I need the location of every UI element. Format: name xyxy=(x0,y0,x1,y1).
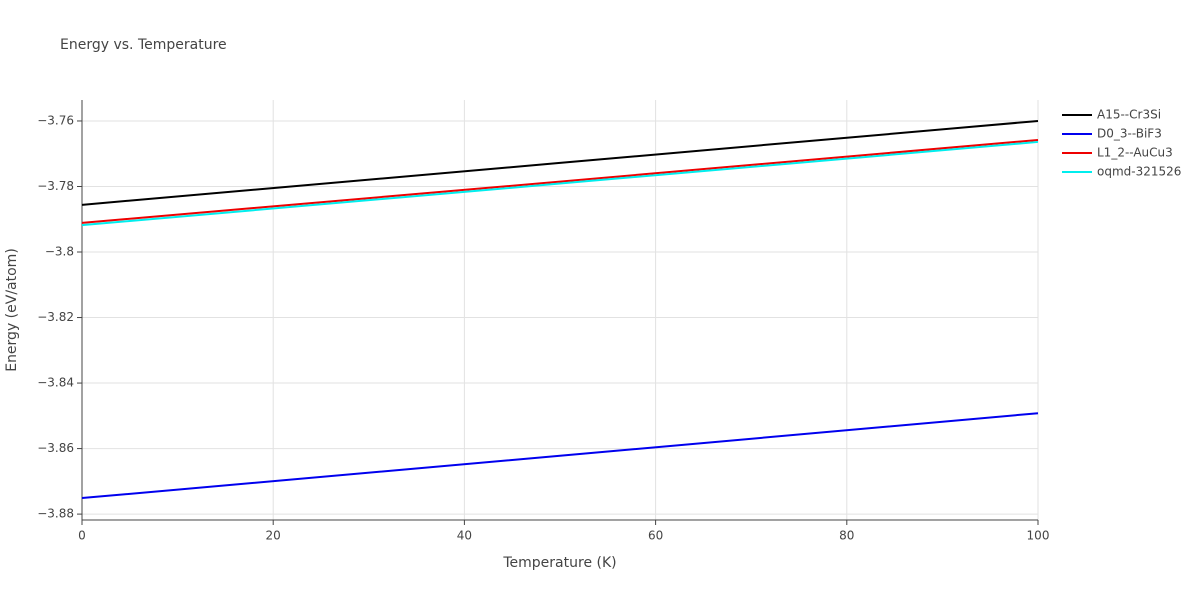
y-tick-label: −3.76 xyxy=(37,113,74,127)
series-line xyxy=(81,140,1039,227)
x-tick-label: 20 xyxy=(266,529,281,543)
y-tick-label: −3.88 xyxy=(37,507,74,521)
x-tick-label: 40 xyxy=(457,529,472,543)
x-axis-label: Temperature (K) xyxy=(502,555,616,571)
series-line xyxy=(81,119,1039,206)
chart-title: Energy vs. Temperature xyxy=(60,37,227,53)
y-axis-label: Energy (eV/atom) xyxy=(4,248,20,372)
x-tick-label: 80 xyxy=(839,529,854,543)
series-line xyxy=(81,412,1039,500)
x-tick-label: 0 xyxy=(78,529,86,543)
legend-label: oqmd-321526 xyxy=(1097,165,1181,179)
x-tick-label: 100 xyxy=(1027,529,1050,543)
series-line xyxy=(81,138,1039,224)
y-tick-label: −3.84 xyxy=(37,376,74,390)
y-tick-label: −3.86 xyxy=(37,441,74,455)
legend-label: D0_3--BiF3 xyxy=(1097,127,1162,141)
x-tick-label: 60 xyxy=(648,529,663,543)
y-tick-label: −3.82 xyxy=(37,310,74,324)
legend-label: A15--Cr3Si xyxy=(1097,108,1161,122)
y-tick-label: −3.78 xyxy=(37,179,74,193)
legend-label: L1_2--AuCu3 xyxy=(1097,146,1173,160)
y-tick-label: −3.8 xyxy=(45,245,74,259)
